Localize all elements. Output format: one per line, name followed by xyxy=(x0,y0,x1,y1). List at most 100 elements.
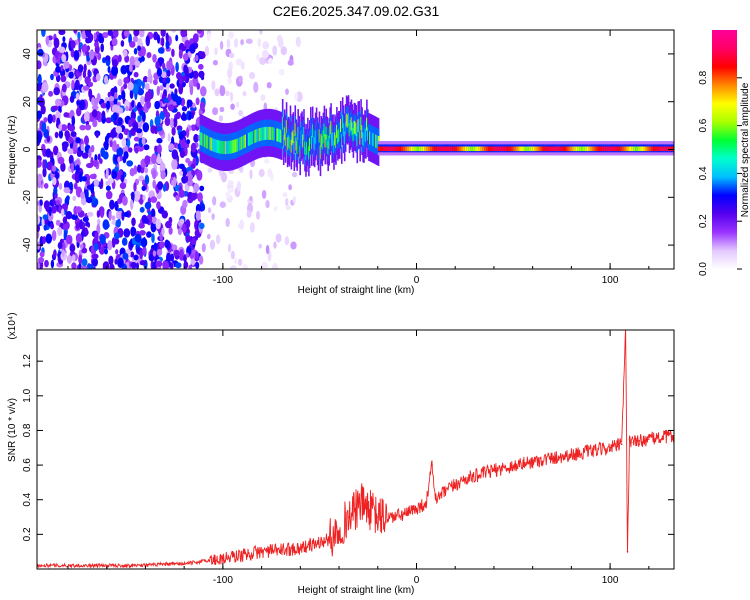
spectrogram-cell xyxy=(141,79,145,90)
spectrogram-cell xyxy=(50,222,54,230)
snr-point xyxy=(609,447,611,449)
spectrogram-cell xyxy=(228,31,235,39)
spectrogram-cell xyxy=(215,234,221,245)
spectrogram-cell xyxy=(234,257,238,265)
y-tick-label: 20 xyxy=(22,96,33,108)
spectrogram-cell xyxy=(509,146,512,152)
spectrogram-cell xyxy=(505,146,509,152)
spectrogram-cell xyxy=(92,104,99,111)
spectrogram-cell xyxy=(230,250,235,260)
spectrogram-cell xyxy=(79,171,83,183)
spectrogram-cell xyxy=(480,146,483,152)
spectrogram-cell xyxy=(112,140,117,147)
spectrogram-cell xyxy=(389,146,392,152)
spectrogram-cell xyxy=(486,146,489,152)
spectrogram-cell xyxy=(54,131,59,139)
spectrogram-cell xyxy=(257,128,260,142)
spectrogram-cell xyxy=(75,137,81,144)
spectrogram-cell xyxy=(96,210,101,218)
spectrogram-cell xyxy=(648,146,652,152)
spectrogram-cell xyxy=(55,50,59,60)
spectrogram-cell xyxy=(120,40,125,47)
snr-point xyxy=(626,550,629,553)
spectrogram-cell xyxy=(311,136,313,149)
spectrogram-cell xyxy=(635,146,638,152)
spectrogram-cell xyxy=(242,136,244,149)
spectrogram-cell xyxy=(451,146,454,152)
spectrogram-cell xyxy=(307,135,309,149)
spectrogram-cell xyxy=(162,260,167,269)
spectrogram-cell xyxy=(567,146,571,152)
snr-point xyxy=(328,538,331,541)
spectrogram-cell xyxy=(70,131,77,138)
spectrogram-cell xyxy=(37,224,40,232)
spectrogram-cell xyxy=(282,135,285,149)
spectrogram-cell xyxy=(188,111,192,121)
spectrogram-cell xyxy=(214,88,220,97)
spectrogram-cell xyxy=(164,117,171,127)
spectrogram-cell xyxy=(238,137,240,151)
spectrogram-cell xyxy=(165,83,170,93)
spectrogram-cell xyxy=(190,192,197,201)
spectrogram-cell xyxy=(62,143,68,152)
spectrogram-cell xyxy=(646,146,650,152)
spectrogram-cell xyxy=(401,146,404,152)
spectrogram-cell xyxy=(548,146,551,152)
y-tick-label: 0.2 xyxy=(22,527,33,541)
spectrogram-cell xyxy=(285,204,291,211)
spectrogram-cell xyxy=(288,136,291,150)
spectrogram-cell xyxy=(285,120,288,134)
spectrogram-cell xyxy=(265,200,270,209)
spectrogram-cell xyxy=(79,219,83,230)
spectrogram-cell xyxy=(165,32,169,42)
spectrogram-cell xyxy=(69,95,75,104)
spectrogram-cell xyxy=(60,162,66,172)
snr-point xyxy=(620,443,623,446)
spectrogram-cell xyxy=(418,146,421,152)
spectrogram-cell xyxy=(129,41,136,48)
spectrogram-cell xyxy=(74,159,81,167)
spectrogram-cell xyxy=(426,146,429,152)
spectrogram-cell xyxy=(98,32,103,44)
spectrogram-cell xyxy=(430,146,433,152)
spectrogram-cell xyxy=(381,146,385,152)
spectrogram-cell xyxy=(227,243,232,253)
spectrogram-cell xyxy=(367,127,369,141)
spectrogram-cell xyxy=(664,146,667,152)
spectrogram-cell xyxy=(294,123,297,137)
spectrogram-cell xyxy=(105,180,111,186)
spectrogram-cell xyxy=(137,45,142,52)
spectrogram-cell xyxy=(395,146,398,152)
spectrogram-cell xyxy=(123,77,130,84)
spectrogram-cell xyxy=(258,243,263,249)
spectrogram-cell xyxy=(637,146,640,152)
colorbar-tick-label: 0.2 xyxy=(698,214,709,228)
spectrogram-cell xyxy=(42,167,47,178)
spectrogram-cell xyxy=(463,146,466,152)
spectrogram-cell xyxy=(94,41,99,48)
spectrogram-cell xyxy=(672,146,674,152)
spectrogram-cell xyxy=(132,121,139,132)
spectrogram-cell xyxy=(230,103,235,110)
spectrogram-cell xyxy=(304,141,306,155)
spectrogram-cell xyxy=(154,145,158,153)
spectrogram-cell xyxy=(204,45,210,57)
spectrogram-cell xyxy=(246,210,252,218)
spectrogram-cell xyxy=(250,132,252,145)
spectrogram-cell xyxy=(610,146,613,152)
spectrogram-cell xyxy=(73,50,80,61)
spectrogram-cell xyxy=(422,146,425,152)
spectrogram-cell xyxy=(321,136,324,150)
spectrogram-cell xyxy=(156,126,163,132)
spectrogram-cell xyxy=(155,260,163,267)
spectrogram-cell xyxy=(61,208,65,217)
spectrogram-cell xyxy=(65,211,73,220)
spectrogram-cell xyxy=(278,68,285,76)
spectrogram-cell xyxy=(190,238,197,245)
spectrogram-cell xyxy=(289,123,292,137)
spectrogram-cell xyxy=(175,96,182,106)
colorbar-tick-label: 0.6 xyxy=(698,118,709,132)
spectrogram-cell xyxy=(71,254,76,262)
spectrogram-cell xyxy=(60,64,64,72)
spectrogram-cell xyxy=(236,138,238,152)
